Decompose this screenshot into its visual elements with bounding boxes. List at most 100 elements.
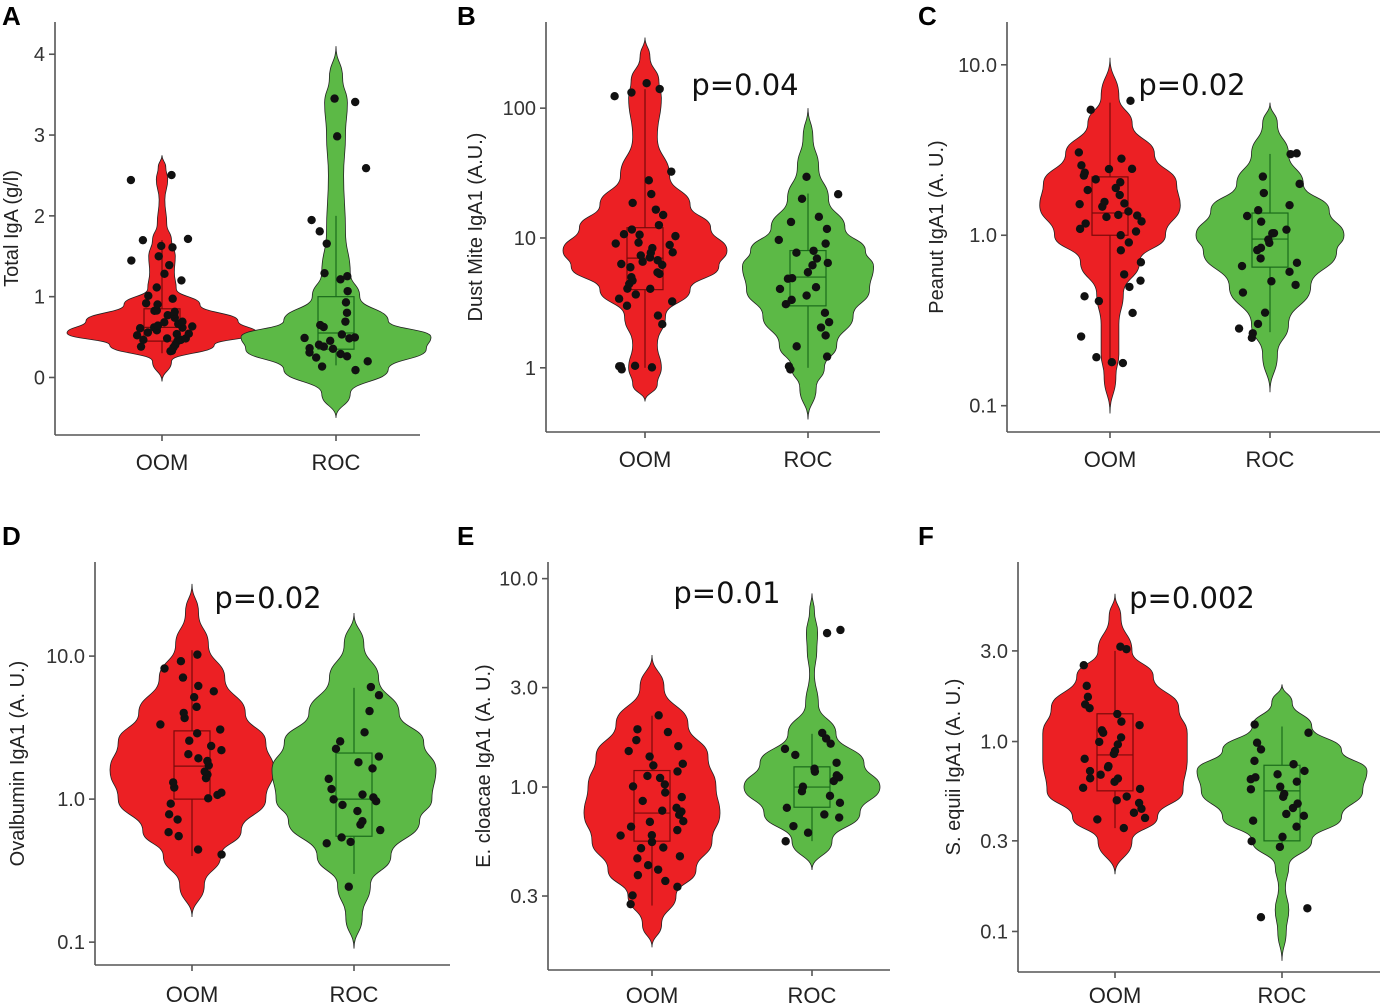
data-point [1269,228,1279,238]
data-point [1104,164,1114,174]
data-point [344,882,353,891]
data-point [184,329,193,338]
data-point [374,752,384,761]
data-point [651,205,661,214]
data-point [162,334,172,343]
data-point [350,333,360,342]
y-tick-label: 1.0 [57,789,85,811]
data-point [1118,358,1128,368]
data-point [668,248,677,257]
data-point [200,767,209,776]
data-point [834,813,844,822]
data-point [188,322,197,331]
data-point [338,800,347,810]
data-point [798,782,808,791]
data-point [775,284,785,294]
data-point [1285,200,1294,210]
data-point [1278,832,1287,842]
data-point [305,343,314,353]
y-tick-label: 1.0 [980,732,1008,754]
data-point [160,269,169,279]
y-tick-label: 1.0 [969,225,997,247]
y-axis-label: S. equii IgA1 (A. U.) [943,679,965,856]
data-point [168,243,177,252]
data-point [791,750,800,760]
data-point [674,741,683,751]
violin-oom [1042,593,1188,875]
p-value: p=0.04 [691,68,798,102]
data-point [661,876,670,886]
data-point [638,796,647,806]
data-point [1267,277,1276,286]
data-point [1083,185,1092,195]
data-point [189,692,199,702]
panel-c: C 0.1 1.0 10.0 Peanut IgA1 (A. U.) OOM ROC p=0.… [918,1,1380,472]
data-point [322,839,331,848]
data-point [619,230,629,239]
data-point [1293,799,1302,808]
data-point [1081,219,1090,228]
data-point [787,295,796,305]
data-point [1238,288,1248,297]
data-point [635,230,644,239]
data-point [153,321,163,330]
data-point [1083,692,1093,702]
panel-letter: C [918,1,937,31]
data-point [673,882,682,892]
data-point [1080,292,1089,301]
data-point [1234,324,1244,333]
data-point [1250,720,1259,729]
violin-roc [743,593,881,871]
data-point [802,172,811,181]
data-point [647,831,657,840]
data-point [1116,733,1126,742]
data-point [358,790,367,799]
data-point [1102,212,1111,222]
data-point [622,301,632,310]
data-point [833,190,843,199]
data-point [329,795,338,804]
data-point [789,821,798,831]
data-point [342,352,352,361]
data-point [816,323,826,332]
data-point [627,225,637,234]
data-point [167,170,176,180]
data-point [821,239,830,248]
y-tick-label: 4 [34,44,45,66]
data-point [176,656,186,666]
data-point [1116,178,1125,187]
data-point [1125,282,1134,292]
data-point [1280,789,1289,799]
data-point [164,810,174,819]
violin-roc [741,108,875,420]
y-tick-label: 10.0 [46,646,85,668]
data-point [610,92,619,101]
data-point [1282,225,1291,234]
data-point [368,764,377,773]
data-point [1256,243,1266,253]
data-point [797,194,807,203]
data-point [1136,276,1145,285]
data-point [786,217,796,227]
data-point [663,727,673,737]
data-point [626,899,635,909]
panel-letter: F [918,521,934,551]
data-point [649,761,658,770]
data-point [136,342,146,351]
data-point [820,308,830,318]
data-point [632,735,641,745]
y-axis-label: Ovalbumin IgA1 (A. U.) [7,661,29,867]
data-point [1256,254,1265,263]
data-point [810,764,819,773]
data-point [647,363,657,372]
data-point [1110,746,1120,756]
data-point [633,725,642,734]
data-point [647,837,657,847]
data-point [653,256,662,265]
data-point [643,771,652,781]
data-point [1096,770,1105,779]
y-tick-label: 10 [514,228,536,250]
data-point [626,822,636,831]
data-point [1282,809,1291,819]
data-point [166,799,175,808]
